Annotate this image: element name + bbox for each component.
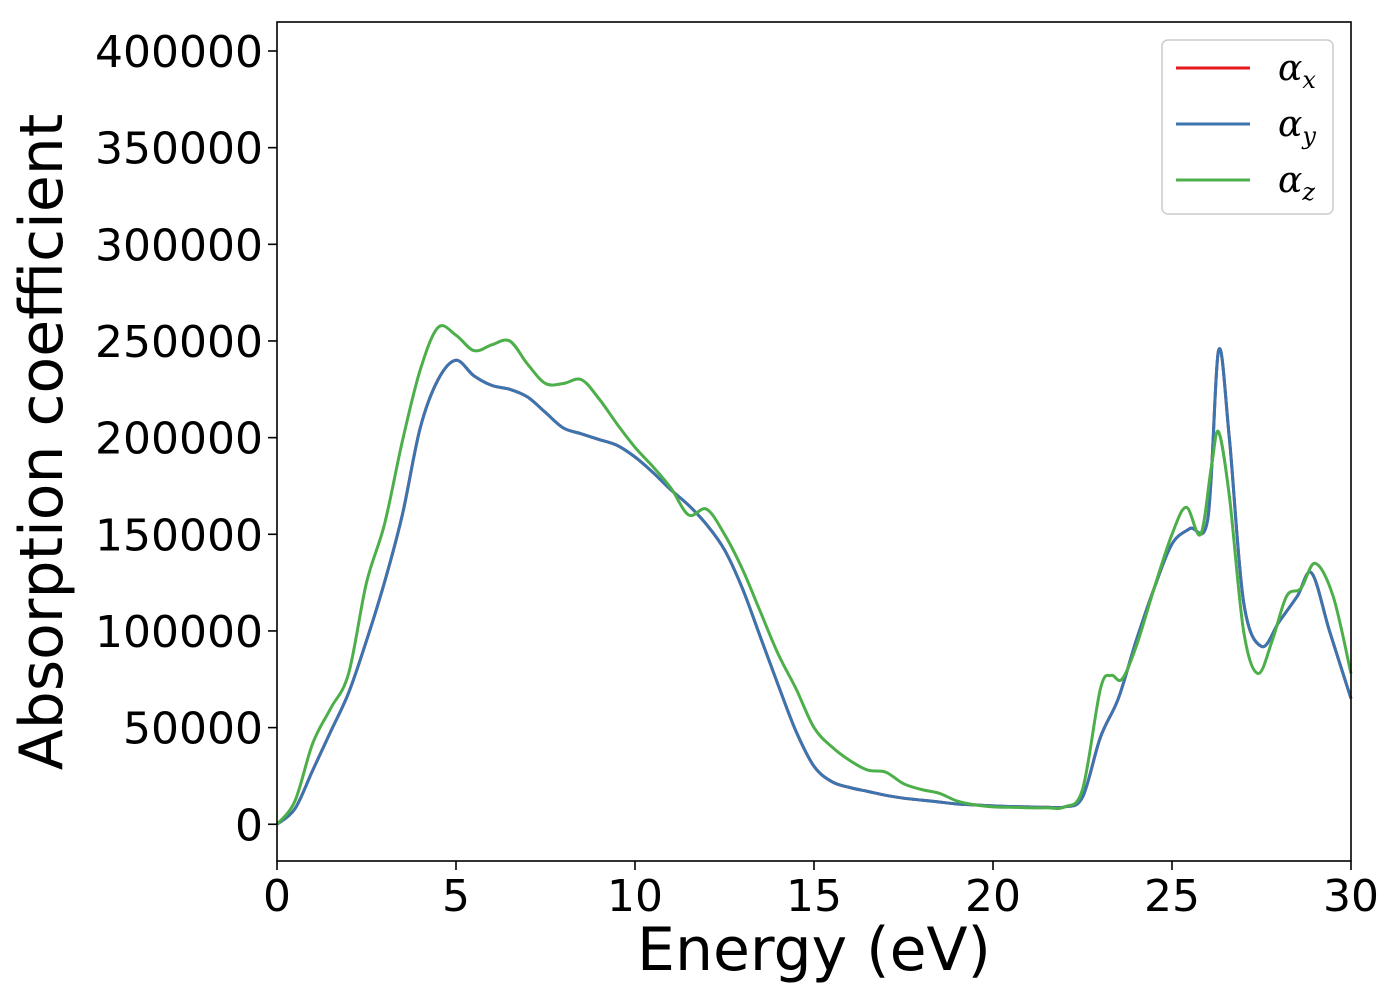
y-tick-label: 0 <box>235 800 263 851</box>
x-axis-label: Energy (eV) <box>637 915 991 985</box>
y-tick-label: 350000 <box>95 124 263 175</box>
x-tick-label: 15 <box>786 871 842 922</box>
x-tick-label: 25 <box>1144 871 1200 922</box>
y-tick-label: 250000 <box>95 317 263 368</box>
x-tick-label: 0 <box>263 871 291 922</box>
x-tick-label: 30 <box>1323 871 1379 922</box>
legend-frame <box>1161 39 1334 215</box>
x-axis-ticks: 0 5 10 15 20 25 30 <box>263 861 1379 922</box>
x-tick-label: 10 <box>607 871 663 922</box>
y-tick-label: 100000 <box>95 607 263 658</box>
legend: αx αy αz <box>1161 39 1334 215</box>
y-axis-ticks: 0 50000 100000 150000 200000 250000 300000 3500… <box>95 27 277 851</box>
y-axis-label: Absorption coefficient <box>7 114 77 771</box>
plot-frame <box>276 21 1352 862</box>
legend-label-3: αz <box>1278 160 1315 206</box>
x-tick-label: 5 <box>442 871 470 922</box>
y-tick-label: 400000 <box>95 27 263 78</box>
legend-label-1: αx <box>1278 48 1316 94</box>
series-line-2 <box>276 347 1353 826</box>
y-tick-label: 300000 <box>95 220 263 271</box>
series-lines <box>275 324 1353 826</box>
y-tick-label: 150000 <box>95 510 263 561</box>
y-tick-label: 50000 <box>123 704 263 755</box>
legend-label-2: αy <box>1278 104 1316 150</box>
y-tick-label: 200000 <box>95 414 263 465</box>
x-tick-label: 20 <box>965 871 1021 922</box>
series-line-3 <box>275 324 1353 826</box>
